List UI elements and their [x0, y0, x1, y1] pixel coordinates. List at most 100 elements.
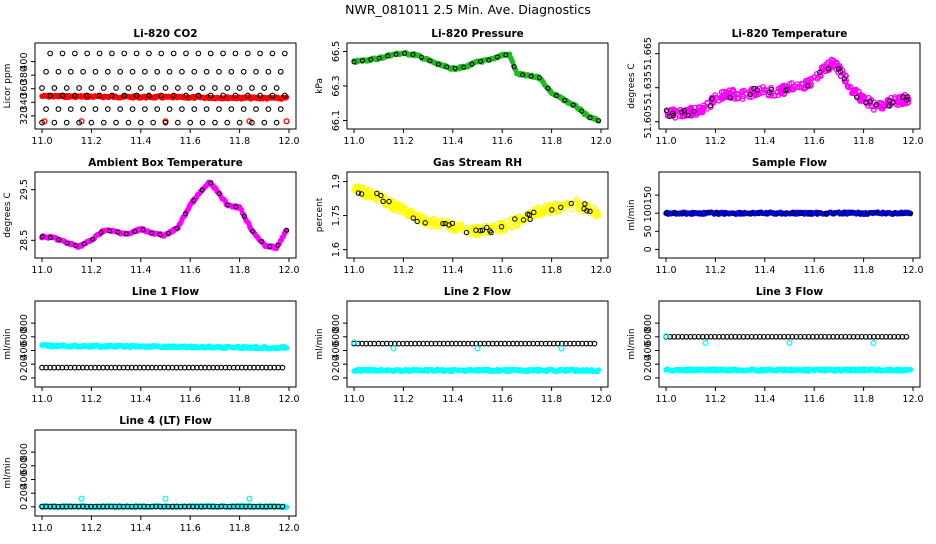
data-point	[764, 210, 770, 216]
x-tick-label: 11.4	[442, 394, 463, 405]
data-point	[568, 200, 574, 207]
panel-co2: Li-820 CO2 Licor ppm 11.0 11.2 11.4 11.6 11.8 1…	[3, 28, 300, 147]
data-point	[484, 224, 490, 231]
data-point	[735, 91, 742, 98]
panel-title: Li-820 CO2	[133, 28, 197, 40]
data-point	[691, 108, 697, 115]
x-tick-label: 11.2	[81, 523, 102, 534]
y-tick-label: 1.75	[331, 205, 342, 226]
data-point	[494, 220, 501, 227]
data-point	[236, 85, 243, 91]
data-point	[440, 220, 446, 227]
x-tick-label: 12.0	[278, 265, 299, 276]
y-axis-label: ml/min	[315, 328, 325, 359]
data-point	[175, 85, 181, 91]
data-point	[283, 118, 290, 125]
data-point	[908, 210, 914, 216]
panel-pressure: Li-820 Pressure kPa 11.0 11.2 11.4 11.6 11.8 12…	[315, 28, 612, 147]
data-point	[162, 85, 169, 91]
data-point	[823, 210, 829, 216]
data-point	[115, 229, 121, 235]
data-point	[170, 92, 177, 99]
data-point	[90, 236, 96, 242]
y-tick-label: 200	[19, 355, 30, 373]
data-point	[224, 119, 231, 126]
data-point	[284, 227, 290, 233]
data-point	[837, 68, 844, 75]
data-point	[261, 119, 268, 126]
y-tick-label: 1.9	[331, 174, 342, 189]
data-point	[76, 85, 82, 91]
data-point	[707, 102, 714, 109]
data-point	[78, 495, 85, 502]
series-cyan	[39, 341, 290, 352]
y-tick-label: 0	[19, 375, 30, 381]
data-point	[747, 91, 753, 98]
data-point	[84, 92, 91, 99]
y-axis-label: Licor ppm	[3, 64, 13, 109]
x-tick-label: 11.8	[853, 136, 874, 147]
data-point	[410, 52, 416, 58]
x-tick-label: 11.6	[804, 394, 825, 405]
x-tick-label: 11.8	[229, 523, 250, 534]
x-tick-label: 11.4	[442, 136, 463, 147]
data-point	[104, 106, 111, 112]
data-point	[702, 339, 709, 347]
data-point	[825, 65, 832, 72]
y-tick-label: 100	[643, 204, 654, 222]
data-point	[216, 106, 222, 112]
x-tick-label: 11.4	[130, 265, 151, 276]
data-point	[208, 180, 214, 186]
plot-frame	[658, 300, 921, 388]
data-point	[699, 109, 706, 116]
data-point	[212, 85, 218, 91]
x-tick-label: 11.0	[31, 523, 52, 534]
x-tick-label: 11.8	[853, 265, 874, 276]
data-point	[549, 207, 555, 213]
data-point	[730, 210, 736, 216]
data-point	[100, 119, 107, 126]
data-point	[402, 209, 409, 216]
data-point	[414, 218, 420, 225]
data-point	[389, 206, 396, 213]
data-point	[275, 242, 281, 248]
data-point	[520, 72, 526, 78]
data-point	[503, 52, 509, 58]
panel-title: Ambient Box Temperature	[88, 157, 243, 169]
data-point	[786, 339, 793, 347]
data-point	[857, 210, 863, 216]
plot-frame	[346, 300, 609, 388]
data-point	[841, 78, 848, 85]
data-point	[741, 87, 748, 94]
data-point	[244, 92, 251, 99]
panel-line2: Line 2 Flow ml/min 11.0 11.2 11.4 11.6 11.8 12.…	[315, 286, 612, 405]
data-point	[121, 92, 128, 99]
y-tick-label: 400	[19, 341, 30, 359]
y-tick-label: 800	[19, 314, 30, 332]
data-point	[805, 83, 811, 89]
data-point	[488, 229, 494, 236]
data-point	[249, 119, 255, 126]
series-cyan	[662, 333, 877, 347]
series-magenta	[663, 56, 912, 121]
y-tick-label: 200	[19, 484, 30, 502]
x-tick-label: 12.0	[590, 265, 611, 276]
data-point	[216, 191, 222, 197]
series-green	[351, 49, 602, 124]
x-tick-label: 11.8	[541, 394, 562, 405]
data-point	[129, 106, 136, 112]
data-point	[261, 85, 268, 91]
series-red	[41, 118, 290, 125]
y-tick-label: 380	[19, 66, 30, 84]
x-tick-label: 11.6	[492, 265, 513, 276]
data-point	[430, 215, 437, 222]
data-point	[886, 103, 892, 109]
data-point	[421, 214, 428, 221]
panel-title: Line 1 Flow	[132, 286, 199, 298]
data-point	[520, 217, 527, 223]
x-tick-label: 11.8	[229, 265, 250, 276]
plot-frame	[346, 171, 609, 259]
series-black	[663, 333, 910, 340]
data-point	[526, 212, 533, 218]
